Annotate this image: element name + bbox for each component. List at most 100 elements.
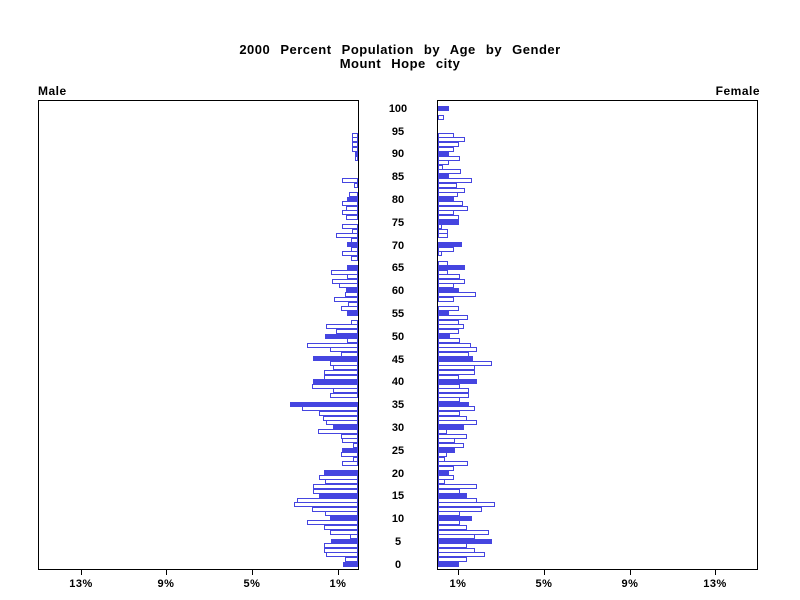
x-tick-label: 13% — [703, 578, 727, 590]
age-tick-label-20: 20 — [391, 468, 405, 480]
female-bar-age-98 — [438, 115, 444, 120]
female-bar-age-14 — [438, 498, 477, 503]
male-bar-age-8 — [324, 525, 358, 530]
x-tick — [630, 570, 631, 575]
age-tick-label-55: 55 — [391, 308, 405, 320]
male-bar-age-3 — [324, 548, 358, 553]
x-tick-label: 1% — [329, 578, 347, 590]
female-bar-age-22 — [438, 461, 468, 466]
female-axis-label: Female — [715, 84, 760, 98]
male-bar-age-5 — [331, 539, 358, 544]
x-tick-label: 1% — [449, 578, 467, 590]
age-tick-label-40: 40 — [391, 376, 405, 388]
female-bar-age-16 — [438, 489, 460, 494]
x-tick — [81, 570, 82, 575]
male-bar-age-65 — [347, 265, 358, 270]
x-tick — [458, 570, 459, 575]
female-bar-age-89 — [438, 156, 460, 161]
female-bar-age-69 — [438, 247, 454, 252]
male-bar-age-39 — [312, 384, 358, 389]
male-bar-age-68 — [342, 251, 358, 256]
age-tick-label-25: 25 — [391, 445, 405, 457]
female-bar-age-21 — [438, 466, 454, 471]
male-bar-age-0 — [343, 562, 358, 567]
x-tick — [252, 570, 253, 575]
female-bar-age-53 — [438, 320, 459, 325]
male-bar-age-62 — [332, 279, 358, 284]
male-bar-age-12 — [312, 507, 358, 512]
male-bar-age-16 — [313, 489, 358, 494]
male-bar-age-83 — [354, 183, 358, 188]
male-bar-age-32 — [323, 416, 358, 421]
female-bar-age-76 — [438, 215, 459, 220]
male-bar-age-25 — [342, 448, 358, 453]
male-bar-age-91 — [352, 147, 358, 152]
male-bar-age-14 — [297, 498, 358, 503]
male-bar-age-17 — [313, 484, 358, 489]
female-bar-age-100 — [438, 106, 449, 111]
female-bar-age-66 — [438, 261, 448, 266]
x-tick — [544, 570, 545, 575]
x-tick-label: 9% — [157, 578, 175, 590]
female-bar-age-48 — [438, 343, 471, 348]
male-bar-age-72 — [336, 233, 358, 238]
female-bar-age-33 — [438, 411, 460, 416]
female-bar-age-50 — [438, 334, 450, 339]
age-tick-label-65: 65 — [391, 262, 405, 274]
female-bar-age-63 — [438, 274, 460, 279]
male-bar-age-50 — [325, 334, 358, 339]
male-bar-age-26 — [353, 443, 358, 448]
male-bar-age-35 — [290, 402, 358, 407]
female-bar-age-58 — [438, 297, 454, 302]
female-bar-age-82 — [438, 188, 465, 193]
female-bar-age-0 — [438, 562, 459, 567]
age-tick-label-0: 0 — [394, 559, 402, 571]
male-bar-age-20 — [324, 470, 358, 475]
female-bar-age-19 — [438, 475, 454, 480]
female-bar-age-44 — [438, 361, 492, 366]
male-bar-age-57 — [348, 302, 358, 307]
age-axis: 0 5 10 15 20 25 30 35 40 45 50 55 60 65 70 75 80 85 90 95 10… — [359, 100, 437, 576]
male-bar-age-74 — [342, 224, 358, 229]
age-tick-label-30: 30 — [391, 422, 405, 434]
male-bar-age-30 — [333, 425, 358, 430]
age-tick-label-5: 5 — [394, 536, 402, 548]
male-bar-age-53 — [351, 320, 358, 325]
age-tick-label-80: 80 — [391, 194, 405, 206]
female-bar-age-23 — [438, 457, 445, 462]
x-tick-label: 5% — [243, 578, 261, 590]
female-panel — [437, 100, 758, 570]
age-tick-label-85: 85 — [391, 171, 405, 183]
x-tick — [715, 570, 716, 575]
age-tick-label-60: 60 — [391, 285, 405, 297]
female-bar-age-25 — [438, 448, 455, 453]
female-bar-age-84 — [438, 178, 472, 183]
female-bar-age-80 — [438, 197, 454, 202]
female-bar-age-28 — [438, 434, 467, 439]
male-bar-age-51 — [336, 329, 358, 334]
x-tick — [166, 570, 167, 575]
age-tick-label-100: 100 — [388, 103, 408, 115]
x-tick — [338, 570, 339, 575]
male-bar-age-84 — [342, 178, 358, 183]
male-bar-age-67 — [351, 256, 358, 261]
female-bar-age-35 — [438, 402, 469, 407]
female-bar-age-46 — [438, 352, 469, 357]
male-bar-age-76 — [346, 215, 358, 220]
female-bar-age-30 — [438, 425, 464, 430]
male-bar-age-81 — [349, 192, 358, 197]
age-tick-label-75: 75 — [391, 217, 405, 229]
chart-subtitle: Mount Hope city — [339, 56, 461, 71]
female-bar-age-32 — [438, 416, 467, 421]
female-bar-age-8 — [438, 525, 467, 530]
female-bar-age-87 — [438, 165, 443, 170]
male-bar-age-69 — [351, 247, 358, 252]
male-panel — [38, 100, 359, 570]
male-bar-age-78 — [346, 206, 358, 211]
female-bar-age-17 — [438, 484, 477, 489]
male-bar-age-1 — [345, 557, 358, 562]
chart-title: 2000 Percent Population by Age by Gender — [239, 42, 561, 57]
female-bar-age-83 — [438, 183, 457, 188]
male-bar-age-89 — [355, 156, 358, 161]
female-bar-age-41 — [438, 375, 459, 380]
